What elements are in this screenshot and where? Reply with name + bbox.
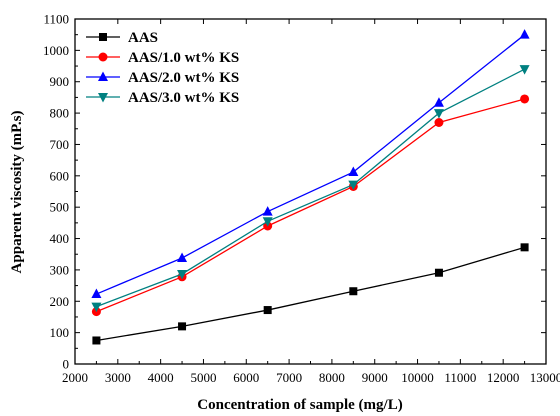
series-line xyxy=(96,98,525,313)
x-tick-label: 11000 xyxy=(444,370,476,385)
data-point xyxy=(349,287,358,296)
data-point xyxy=(262,217,273,227)
data-point xyxy=(178,322,187,331)
y-tick-label: 1000 xyxy=(43,43,69,58)
data-point xyxy=(520,94,530,104)
legend-marker xyxy=(98,71,108,81)
legend-marker xyxy=(98,93,108,103)
axes: 2000 3000 4000 5000 6000 7000 8000 9000 10000 110… xyxy=(43,12,560,386)
y-axis-title: Apparent viscosity (mP.s) xyxy=(9,111,25,274)
data-point xyxy=(519,29,530,39)
data-point xyxy=(263,306,272,315)
data-point xyxy=(177,252,188,262)
y-tick-label: 600 xyxy=(50,168,70,183)
y-tick-label: 1100 xyxy=(43,12,69,27)
series-layer xyxy=(91,29,530,345)
legend-label: AAS xyxy=(128,30,158,46)
series-line xyxy=(96,246,525,342)
x-tick-label: 6000 xyxy=(233,370,259,385)
data-point xyxy=(519,65,530,75)
x-tick-label: 12000 xyxy=(487,370,520,385)
x-tick-label: 13000 xyxy=(530,370,560,385)
legend-entry: AAS/2.0 wt% KS xyxy=(86,70,239,86)
data-point xyxy=(177,269,188,280)
legend-entry: AAS/1.0 wt% KS xyxy=(86,50,239,66)
data-point xyxy=(434,268,443,277)
x-tick-label: 2000 xyxy=(62,370,88,385)
series-line xyxy=(96,68,525,308)
x-tick-label: 3000 xyxy=(105,370,131,385)
data-point xyxy=(92,336,101,345)
x-tick-label: 5000 xyxy=(190,370,216,385)
data-point xyxy=(348,166,359,177)
series-3 xyxy=(91,65,530,313)
y-tick-label: 400 xyxy=(50,231,70,246)
x-axis-title: Concentration of sample (mg/L) xyxy=(197,397,402,413)
data-point xyxy=(91,302,102,313)
legend-entry: AAS/3.0 wt% KS xyxy=(86,90,239,106)
legend-label: AAS/3.0 wt% KS xyxy=(128,90,239,106)
data-point xyxy=(348,180,359,191)
data-point xyxy=(434,118,444,127)
x-tick-label: 4000 xyxy=(148,370,174,385)
x-tick-label: 8000 xyxy=(319,370,345,385)
data-point xyxy=(433,109,444,119)
x-tick-label: 7000 xyxy=(276,370,302,385)
data-point xyxy=(520,243,529,252)
y-tick-label: 700 xyxy=(50,137,70,152)
x-tick-label: 9000 xyxy=(362,370,388,385)
legend: AAS AAS/1.0 wt% KS AAS/2.0 wt% KS AAS/3.0 w… xyxy=(86,30,239,106)
series-2 xyxy=(91,29,530,299)
series-line xyxy=(96,34,525,295)
legend-entry: AAS xyxy=(86,30,158,46)
y-tick-label: 300 xyxy=(50,262,70,277)
y-tick-label: 500 xyxy=(50,200,70,215)
legend-label: AAS/1.0 wt% KS xyxy=(128,50,239,66)
legend-marker xyxy=(99,33,107,41)
y-tick-label: 0 xyxy=(63,357,70,372)
data-point xyxy=(91,288,102,299)
y-tick-label: 200 xyxy=(50,294,70,309)
series-0 xyxy=(92,243,529,345)
data-point xyxy=(262,206,273,216)
y-tick-label: 800 xyxy=(50,106,70,121)
y-tick-label: 900 xyxy=(50,74,70,89)
data-point xyxy=(433,97,444,107)
x-tick-label: 10000 xyxy=(401,370,434,385)
legend-label: AAS/2.0 wt% KS xyxy=(128,70,239,86)
y-tick-label: 100 xyxy=(50,325,70,340)
legend-marker xyxy=(98,52,108,62)
